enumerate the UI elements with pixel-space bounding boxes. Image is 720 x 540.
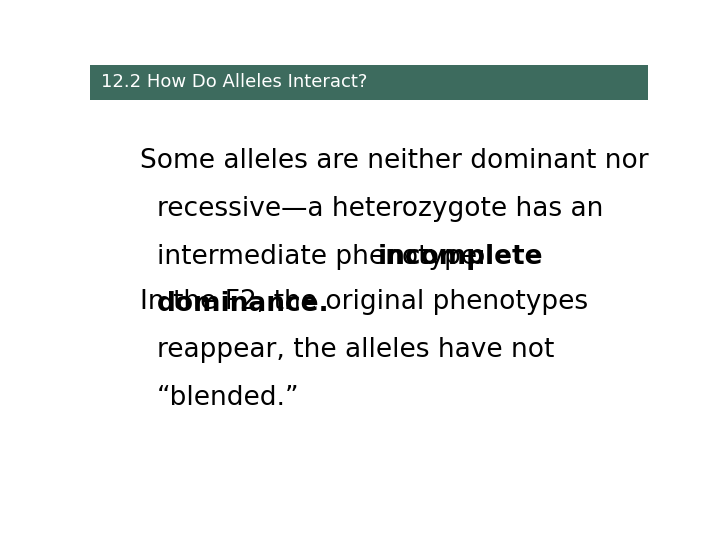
Text: intermediate phenotype:: intermediate phenotype: bbox=[157, 244, 495, 269]
Text: Some alleles are neither dominant nor: Some alleles are neither dominant nor bbox=[140, 148, 649, 174]
Text: recessive—a heterozygote has an: recessive—a heterozygote has an bbox=[157, 196, 603, 222]
Text: reappear, the alleles have not: reappear, the alleles have not bbox=[157, 337, 554, 363]
FancyBboxPatch shape bbox=[90, 65, 648, 100]
Text: In the F2, the original phenotypes: In the F2, the original phenotypes bbox=[140, 289, 588, 315]
Text: dominance.: dominance. bbox=[157, 292, 330, 318]
Text: 12.2 How Do Alleles Interact?: 12.2 How Do Alleles Interact? bbox=[101, 73, 367, 91]
Text: incomplete: incomplete bbox=[377, 244, 543, 269]
Text: “blended.”: “blended.” bbox=[157, 385, 300, 411]
